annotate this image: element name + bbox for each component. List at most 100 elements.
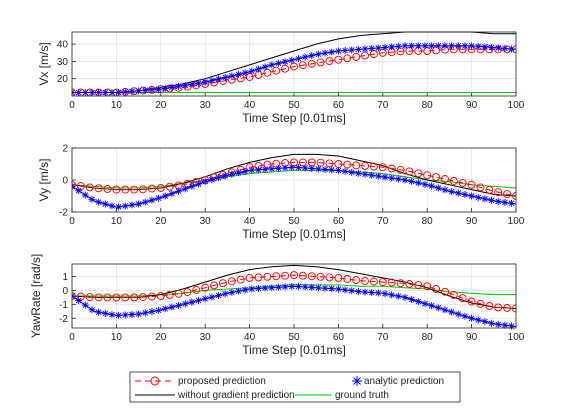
data-point-proposed (72, 180, 76, 189)
asterisk-stroke (229, 73, 235, 79)
data-point-proposed (369, 277, 378, 286)
x-tick-label: 30 (200, 100, 212, 111)
data-point-analytic (501, 321, 509, 329)
asterisk-stroke (209, 294, 215, 300)
asterisk-stroke (442, 187, 448, 193)
data-point-analytic (488, 196, 496, 204)
asterisk-stroke (195, 297, 202, 304)
data-point-analytic (135, 310, 143, 318)
data-point-analytic (188, 298, 196, 306)
data-point-proposed (272, 66, 281, 75)
asterisk-stroke (388, 292, 395, 298)
data-point-proposed (485, 185, 494, 194)
data-point-proposed (503, 304, 512, 312)
data-point-proposed (263, 272, 272, 281)
data-point-analytic (254, 166, 262, 174)
asterisk-stroke (375, 45, 382, 51)
data-point-analytic (341, 286, 349, 294)
data-point-analytic (155, 306, 163, 314)
data-point-proposed (307, 59, 316, 68)
data-point-analytic (161, 192, 169, 200)
asterisk-stroke (462, 43, 468, 49)
data-point-analytic (434, 304, 442, 312)
y-tick-label: 0 (62, 176, 68, 187)
data-point-proposed (512, 304, 516, 313)
asterisk-stroke (282, 283, 288, 290)
data-point-analytic (341, 47, 349, 55)
data-point-analytic (168, 303, 176, 311)
asterisk-stroke (368, 289, 375, 296)
data-point-proposed (423, 282, 432, 291)
data-point-analytic (434, 42, 442, 50)
data-point-analytic (108, 202, 116, 210)
asterisk-stroke (302, 54, 308, 60)
data-point-analytic (314, 165, 322, 173)
y-tick-label: 40 (57, 40, 69, 51)
data-point-proposed (254, 273, 263, 282)
asterisk-stroke (348, 47, 355, 53)
data-point-analytic (501, 198, 509, 206)
data-point-proposed (147, 292, 156, 301)
asterisk-stroke (408, 296, 415, 303)
asterisk-stroke (315, 166, 322, 172)
data-point-proposed (290, 158, 298, 167)
asterisk-stroke (448, 309, 455, 315)
data-point-proposed (476, 45, 485, 54)
asterisk-stroke (122, 203, 129, 209)
data-point-analytic (448, 308, 456, 316)
data-point-analytic (334, 47, 342, 55)
data-point-analytic (361, 45, 369, 53)
data-point-analytic (474, 193, 482, 201)
legend: proposed prediction analytic prediction … (129, 371, 461, 403)
asterisk-stroke (129, 88, 135, 95)
y-axis-label: YawRate [rad/s] (29, 254, 43, 338)
legend-marker-analytic (352, 376, 362, 386)
y-tick-label: -1 (59, 300, 68, 311)
data-point-analytic (221, 73, 229, 81)
data-point-analytic (161, 84, 169, 92)
data-point-proposed (432, 173, 441, 182)
data-point-proposed (467, 297, 476, 306)
asterisk-stroke (89, 306, 95, 313)
axes-frame (71, 31, 517, 97)
asterisk-stroke (468, 43, 475, 49)
x-tick-label: 80 (422, 332, 434, 343)
data-point-analytic (461, 42, 469, 50)
data-point-analytic (261, 165, 269, 173)
data-point-analytic (481, 195, 489, 203)
data-point-analytic (301, 283, 309, 291)
asterisk-stroke (72, 295, 75, 299)
data-point-proposed (352, 52, 361, 61)
data-point-analytic (175, 301, 183, 309)
data-point-analytic (72, 182, 76, 190)
asterisk-stroke (109, 203, 115, 209)
asterisk-stroke (215, 174, 222, 181)
asterisk-stroke (109, 311, 115, 318)
data-point-analytic (508, 45, 516, 53)
data-point-proposed (156, 292, 165, 300)
data-point-analytic (421, 180, 429, 188)
x-tick-label: 0 (69, 332, 75, 343)
data-point-analytic (148, 86, 156, 94)
asterisk-stroke (175, 83, 182, 90)
asterisk-stroke (435, 305, 442, 311)
y-tick-label: 20 (57, 74, 69, 85)
data-point-analytic (474, 42, 482, 50)
data-point-proposed (192, 177, 201, 186)
data-point-analytic (368, 44, 376, 52)
asterisk-stroke (422, 181, 428, 188)
data-point-analytic (441, 42, 449, 50)
data-point-analytic (274, 283, 282, 291)
data-point-analytic (188, 182, 196, 190)
asterisk-stroke (442, 307, 448, 313)
x-tick-label: 0 (69, 100, 75, 111)
asterisk-stroke (322, 166, 328, 173)
x-tick-label: 40 (244, 332, 256, 343)
asterisk-stroke (142, 310, 149, 316)
x-tick-label: 60 (333, 100, 345, 111)
data-point-analytic (401, 293, 409, 301)
asterisk-stroke (95, 199, 102, 205)
y-tick-label: -2 (59, 208, 68, 219)
data-point-proposed (343, 275, 352, 283)
asterisk-stroke (355, 288, 362, 295)
